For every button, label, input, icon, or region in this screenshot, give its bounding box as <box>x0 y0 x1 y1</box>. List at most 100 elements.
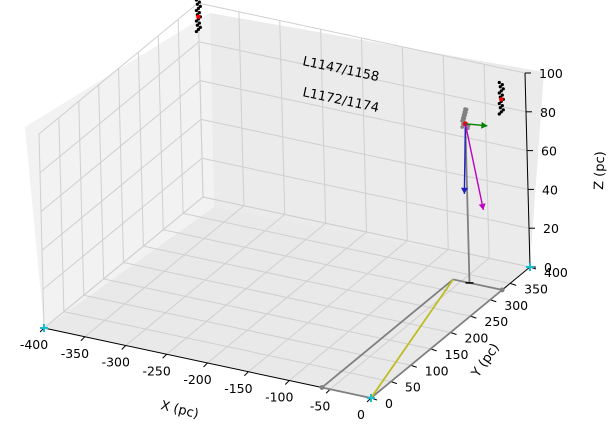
x-tick-label: -50 <box>310 398 330 413</box>
y-tick-label: 250 <box>484 314 508 329</box>
vector-green-head <box>481 121 488 129</box>
grid-line-z-back <box>201 157 530 229</box>
cluster-point <box>500 104 504 108</box>
track-point <box>463 107 467 111</box>
cluster-point <box>194 0 198 2</box>
x-tick-label: 0 <box>357 407 365 422</box>
grid-line-x-back <box>238 11 245 206</box>
cluster-center-point <box>196 14 201 20</box>
vector-magenta-head <box>478 203 486 210</box>
cluster-point <box>500 83 504 87</box>
cluster-point <box>195 2 199 6</box>
cluster-point <box>498 106 502 110</box>
grid-line-y-side <box>78 101 85 296</box>
cluster-point <box>499 110 503 114</box>
grid-line-x-back <box>401 46 408 241</box>
y-tick-label: 0 <box>385 396 393 411</box>
x-tick-mark <box>244 371 249 377</box>
z-axis-line <box>524 72 531 268</box>
x-tick-label: -350 <box>61 346 89 361</box>
x-tick-label: -150 <box>224 381 252 396</box>
y-tick-label: 300 <box>504 298 528 313</box>
grid-line-y-side <box>157 35 164 230</box>
y-tick-label: 50 <box>405 380 421 395</box>
y-tick-mark <box>509 282 517 286</box>
cluster-point <box>499 89 503 93</box>
cluster-point <box>196 6 200 11</box>
vector-magenta <box>464 123 485 210</box>
x-tick-mark <box>162 353 167 359</box>
z-tick-label: 20 <box>543 221 559 236</box>
grid-line-y-floor <box>163 229 491 301</box>
x-tick-mark <box>284 380 290 385</box>
grid-line-z-back <box>202 196 531 268</box>
track-point <box>462 110 467 114</box>
y-tick-label: 150 <box>445 347 469 362</box>
z-tick-label: 40 <box>542 182 558 197</box>
data-marks <box>40 0 534 402</box>
track-line <box>464 123 471 283</box>
z-tick-label: 80 <box>540 105 556 120</box>
grid-line-z-back <box>199 80 528 152</box>
grid-line-y-side <box>197 2 204 198</box>
cluster-point <box>497 80 501 85</box>
grid-line-y-side <box>38 133 45 329</box>
cluster-point <box>501 108 505 112</box>
grid-line-z-back <box>198 41 527 113</box>
cluster-point <box>194 8 198 13</box>
z-axis-label: Z (pc) <box>592 151 608 190</box>
x-tick-mark <box>203 362 208 368</box>
grid-line-y-floor <box>123 262 451 333</box>
cluster-point <box>497 112 501 116</box>
back-pane-right <box>210 13 544 266</box>
cluster-point <box>498 85 502 89</box>
floor-pane <box>44 207 530 398</box>
cluster-point <box>196 27 200 32</box>
axes: -400-350-300-250-200-150-100-50005010015… <box>20 66 568 422</box>
vector-blue <box>463 123 467 194</box>
grid-line-z-back <box>197 2 526 74</box>
diagonal-line <box>370 278 454 399</box>
cluster-point <box>198 25 202 29</box>
box-corner-point <box>319 385 325 390</box>
x-tick-mark <box>121 345 127 350</box>
x-tick-label: -300 <box>102 355 130 370</box>
y-axis-label: Y (pc) <box>468 341 502 381</box>
x-tick-label: -100 <box>265 390 293 405</box>
x-tick-label: -400 <box>20 337 48 352</box>
grid-line-z-side <box>41 119 202 251</box>
grid-line-x-back <box>361 37 367 233</box>
y-tick-label: 100 <box>425 363 449 378</box>
grid-line-y-side <box>137 52 144 247</box>
grid-line-z-side <box>38 2 199 135</box>
grid-line-y-side <box>177 19 184 214</box>
cluster-point <box>198 4 202 8</box>
cluster-point <box>195 23 199 27</box>
box-corner-point <box>499 287 505 293</box>
x-axis-label: X (pc) <box>159 398 200 422</box>
x-tick-label: -250 <box>142 363 170 378</box>
track-point <box>460 125 465 129</box>
grid-line-y-floor <box>83 294 411 366</box>
grid-line-z-side <box>43 196 204 329</box>
z-tick-label: 100 <box>539 66 563 81</box>
grid-line-z-side <box>42 157 203 290</box>
cluster-point <box>197 0 201 4</box>
vector-blue-head <box>460 187 468 194</box>
grid-line-y-side <box>58 117 65 312</box>
grid-line-y-side <box>98 84 105 279</box>
grid-line-z-back <box>200 118 529 190</box>
grid-line-x-back <box>320 29 327 224</box>
cluster-center-point <box>499 97 504 102</box>
track-point <box>461 113 466 117</box>
grid-line-y-floor <box>103 278 431 350</box>
cluster-point <box>197 11 201 15</box>
cluster-point <box>197 21 201 25</box>
cluster-point <box>501 87 505 91</box>
y-tick-label: 200 <box>465 331 489 346</box>
x-tick-mark <box>80 336 86 342</box>
cluster-point <box>194 19 198 23</box>
grid-line-y-side <box>118 68 124 263</box>
grid-line-x-back <box>442 55 449 250</box>
